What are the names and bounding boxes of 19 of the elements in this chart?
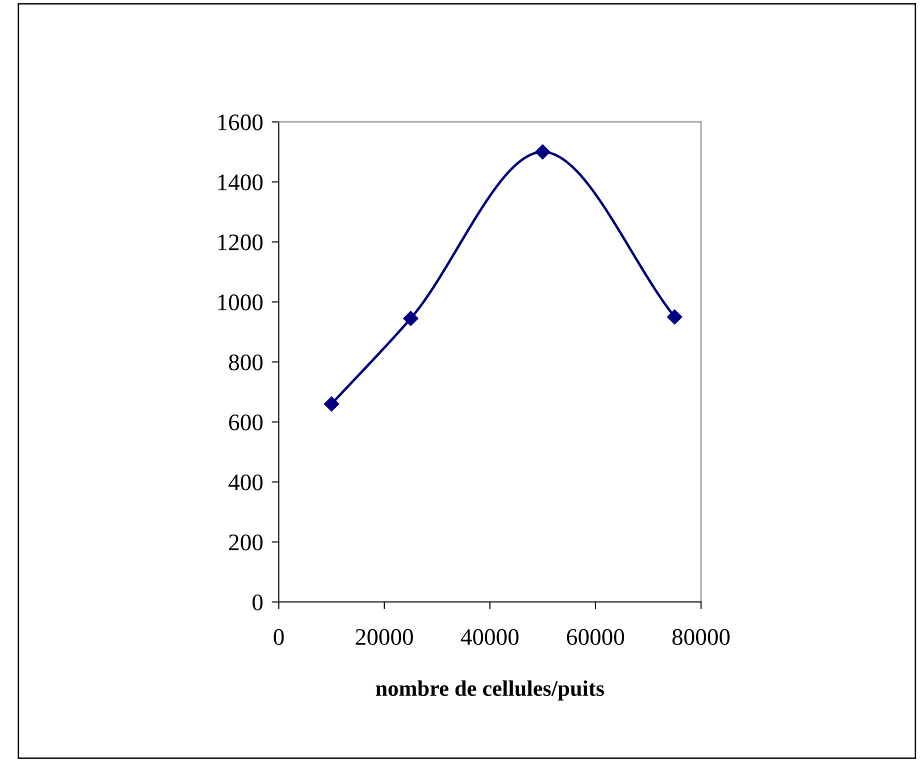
y-tick-label: 800 [228, 354, 263, 370]
y-tick-label: 200 [229, 534, 263, 550]
x-tick-label: 20000 [356, 629, 413, 645]
point [324, 396, 340, 412]
point [667, 309, 682, 325]
x-axis-title: nombre de cellules/puits [376, 680, 604, 700]
y-tick-label: 400 [228, 474, 263, 490]
x-tick-label: 60000 [566, 629, 624, 645]
y-tick-label: 1200 [218, 234, 263, 250]
y-tick-label: 0 [252, 594, 263, 610]
point [535, 144, 550, 160]
x-tick-label: 0 [274, 629, 284, 645]
y-tick-label: 600 [229, 414, 263, 430]
y-tick-label: 1400 [218, 174, 263, 190]
point [403, 310, 418, 326]
y-tick-label: 1000 [218, 294, 263, 310]
x-tick-label: 80000 [672, 629, 730, 645]
x-tick-label: 40000 [460, 629, 519, 645]
y-tick-label: 1600 [218, 114, 263, 130]
